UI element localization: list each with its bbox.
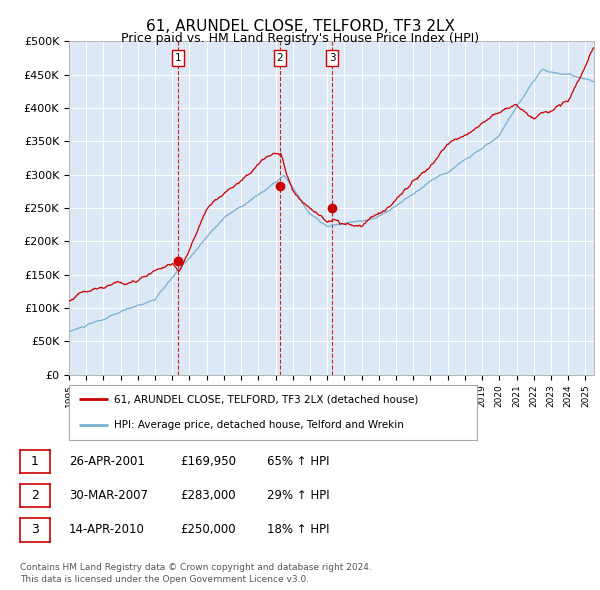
Text: £169,950: £169,950 (180, 455, 236, 468)
Text: 61, ARUNDEL CLOSE, TELFORD, TF3 2LX (detached house): 61, ARUNDEL CLOSE, TELFORD, TF3 2LX (det… (114, 395, 418, 405)
Text: 26-APR-2001: 26-APR-2001 (69, 455, 145, 468)
Text: 65% ↑ HPI: 65% ↑ HPI (267, 455, 329, 468)
Text: 14-APR-2010: 14-APR-2010 (69, 523, 145, 536)
Text: 3: 3 (31, 523, 39, 536)
Text: Price paid vs. HM Land Registry's House Price Index (HPI): Price paid vs. HM Land Registry's House … (121, 32, 479, 45)
Text: 29% ↑ HPI: 29% ↑ HPI (267, 489, 329, 502)
Text: Contains HM Land Registry data © Crown copyright and database right 2024.
This d: Contains HM Land Registry data © Crown c… (20, 563, 371, 584)
Text: HPI: Average price, detached house, Telford and Wrekin: HPI: Average price, detached house, Telf… (114, 419, 404, 430)
Text: 30-MAR-2007: 30-MAR-2007 (69, 489, 148, 502)
Text: 61, ARUNDEL CLOSE, TELFORD, TF3 2LX: 61, ARUNDEL CLOSE, TELFORD, TF3 2LX (146, 19, 455, 34)
Text: £283,000: £283,000 (180, 489, 236, 502)
Text: 2: 2 (31, 489, 39, 502)
Text: 18% ↑ HPI: 18% ↑ HPI (267, 523, 329, 536)
Text: 1: 1 (31, 455, 39, 468)
Text: £250,000: £250,000 (180, 523, 236, 536)
Text: 3: 3 (329, 53, 335, 63)
Text: 1: 1 (175, 53, 181, 63)
Text: 2: 2 (277, 53, 283, 63)
